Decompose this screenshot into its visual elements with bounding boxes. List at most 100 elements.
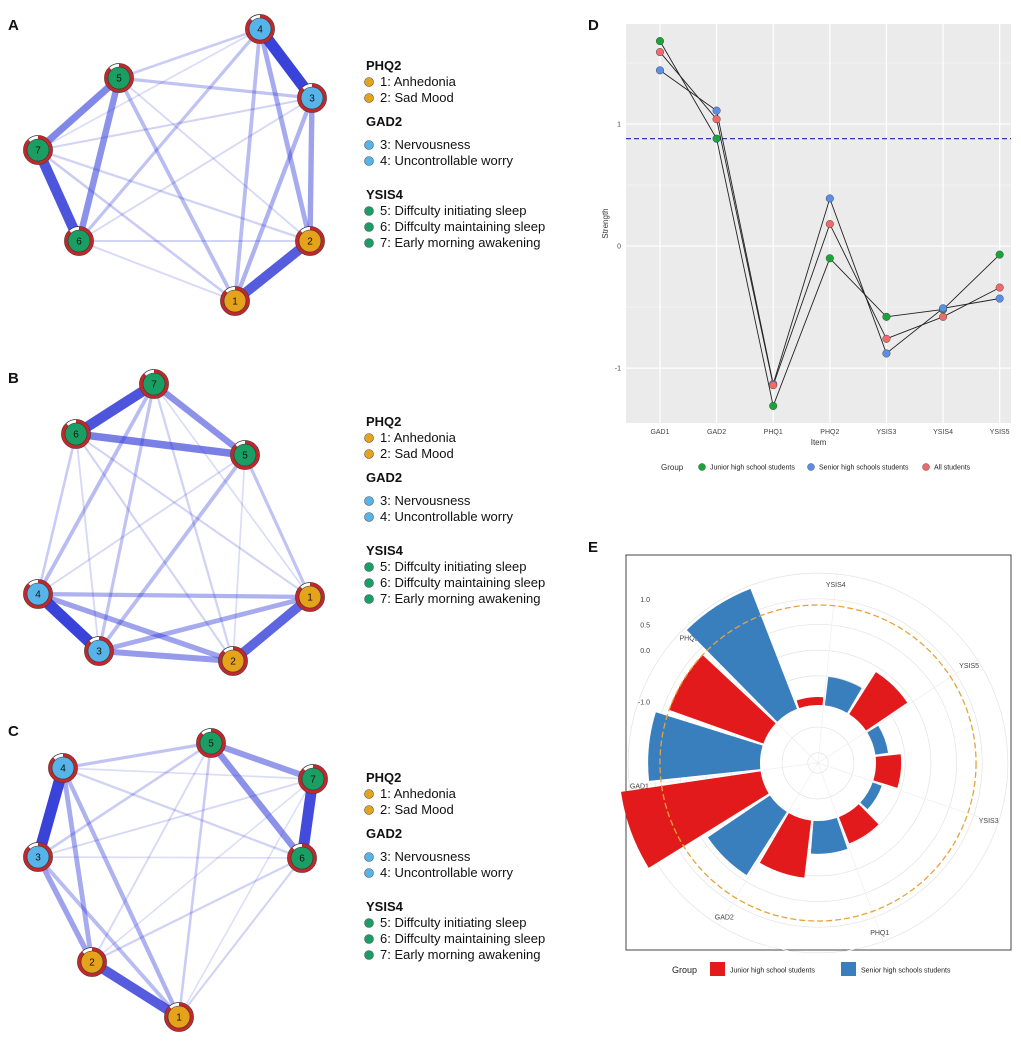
network-edge xyxy=(257,26,313,244)
network-edge xyxy=(78,97,313,242)
network-node-1: 1 xyxy=(164,1002,194,1032)
network-a: 1 2 3 4 5 6 7 xyxy=(23,14,327,316)
radial-tick-label: 1.0 xyxy=(640,597,650,604)
network-node-7: 7 xyxy=(23,135,53,165)
spoke xyxy=(717,762,819,928)
bar-segment xyxy=(873,754,902,788)
panel-letter-a: A xyxy=(8,17,19,34)
node-label: 3 xyxy=(96,647,102,658)
data-point xyxy=(825,254,834,263)
legend-marker xyxy=(807,463,815,471)
network-edge xyxy=(78,240,236,302)
radial-gridline xyxy=(781,726,855,800)
y-tick-label: 1 xyxy=(617,122,621,129)
legend-swatch xyxy=(364,934,374,944)
node-label: 5 xyxy=(242,451,248,462)
data-point xyxy=(655,66,664,75)
legend-swatch xyxy=(364,238,374,248)
network-edge xyxy=(36,148,312,243)
network-b: 1 2 3 4 5 6 7 xyxy=(23,369,325,676)
network-edge xyxy=(60,765,182,1020)
network-edge xyxy=(91,742,212,963)
node-label: 5 xyxy=(116,74,122,85)
network-node-2: 2 xyxy=(218,646,248,676)
network-node-2: 2 xyxy=(295,226,325,256)
network-node-5: 5 xyxy=(104,63,134,93)
network-edge xyxy=(233,27,262,303)
node-fill xyxy=(298,229,322,253)
network-edge xyxy=(87,957,184,1022)
network-node-1: 1 xyxy=(295,582,325,612)
network-edge xyxy=(96,594,313,654)
network-node-7: 7 xyxy=(298,764,328,794)
network-node-5: 5 xyxy=(196,728,226,758)
legend-swatch xyxy=(364,156,374,166)
node-fill xyxy=(290,846,314,870)
legend-swatch xyxy=(364,449,374,459)
network-edge xyxy=(72,430,249,459)
legend-item: 7: Early morning awakening xyxy=(380,235,540,250)
network-edge xyxy=(178,778,314,1018)
data-point xyxy=(825,194,834,203)
network-edge xyxy=(36,741,213,859)
node-label: 2 xyxy=(307,237,313,248)
legend-swatch xyxy=(364,950,374,960)
bar-segment xyxy=(707,795,787,876)
network-edge xyxy=(36,382,156,596)
network-node-3: 3 xyxy=(84,636,114,666)
node-fill xyxy=(64,422,88,446)
network-edge xyxy=(208,740,316,782)
network-node-6: 6 xyxy=(64,226,94,256)
legend-item: 1: Anhedonia xyxy=(380,786,457,801)
network-edge xyxy=(74,432,235,663)
network-edge xyxy=(152,382,235,663)
radial-gridline xyxy=(807,752,829,774)
network-edge xyxy=(232,95,315,304)
network-edge xyxy=(37,28,261,151)
network-edge xyxy=(150,380,249,459)
legend-marker xyxy=(922,463,930,471)
radial-tick-label: 0.0 xyxy=(640,648,650,655)
node-label: 6 xyxy=(76,237,82,248)
bar-segment xyxy=(838,804,879,844)
bar-segment xyxy=(824,676,862,713)
node-label: 1 xyxy=(307,593,313,604)
network-edge xyxy=(97,453,247,653)
network-edge xyxy=(74,432,312,599)
network-edge xyxy=(117,76,237,303)
legend-item: 3: Nervousness xyxy=(380,137,471,152)
legend-item: 2: Sad Mood xyxy=(380,446,454,461)
network-edge xyxy=(36,96,314,152)
category-label: YSIS4 xyxy=(826,582,846,589)
node-label: 2 xyxy=(230,657,236,668)
data-point xyxy=(939,312,948,321)
circular-bar-plot: YSIS4 YSIS5 YSIS3 PHQ1 GAD2 GAD1 PHQ2 1.0 0.5 0.0… xyxy=(621,554,1012,976)
x-tick-label: YSIS3 xyxy=(877,429,897,436)
network-node-3: 3 xyxy=(23,842,53,872)
network-node-6: 6 xyxy=(287,843,317,873)
legend-swatch xyxy=(364,77,374,87)
network-edge xyxy=(96,648,236,664)
y-tick-label: -1 xyxy=(615,366,621,373)
node-fill xyxy=(301,767,325,791)
category-label: GAD1 xyxy=(630,784,649,791)
network-edge xyxy=(177,741,213,1019)
bar-segment xyxy=(810,817,848,854)
x-tick-label: YSIS5 xyxy=(990,429,1010,436)
data-point xyxy=(995,283,1004,292)
legend-swatch xyxy=(364,496,374,506)
legend-swatch xyxy=(364,852,374,862)
network-edge xyxy=(37,454,246,595)
node-fill xyxy=(300,86,324,110)
spoke xyxy=(817,762,885,944)
bar-segment xyxy=(849,672,908,731)
network-node-2: 2 xyxy=(77,947,107,977)
node-fill xyxy=(223,289,247,313)
network-edge xyxy=(230,236,315,306)
legend-swatch xyxy=(364,789,374,799)
network-edge xyxy=(35,591,313,600)
y-axis-label: Strength xyxy=(601,208,610,238)
legend-swatch xyxy=(364,222,374,232)
bar-segment xyxy=(867,725,889,755)
